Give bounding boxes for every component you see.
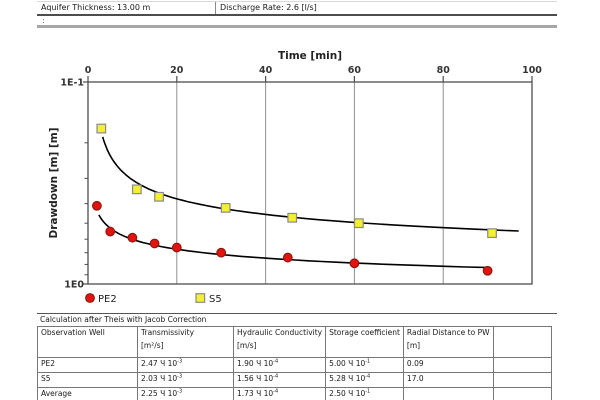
- x-tick-label: 60: [348, 65, 362, 76]
- column-header: Storage coefficient: [325, 326, 404, 358]
- data-point-PE2[interactable]: [171, 242, 182, 253]
- x-tick-label: 100: [522, 65, 542, 76]
- data-point-S5[interactable]: [131, 184, 142, 195]
- data-point-S5[interactable]: [154, 191, 164, 202]
- data-point-S5[interactable]: [353, 218, 364, 229]
- x-tick-label: 0: [85, 65, 92, 76]
- table-cell: 1.73 Ч 10-4: [232, 387, 327, 400]
- legend-label-s5: S5: [209, 294, 222, 305]
- header-second-row: :: [42, 16, 45, 25]
- table-cell: 17.0: [402, 372, 494, 388]
- table-row-pe2: PE2 2.47 Ч 10-3 1.90 Ч 10-4 5.00 Ч 10-1 0.09: [37, 357, 552, 373]
- table-cell: 0.09: [402, 357, 494, 373]
- data-point-S5[interactable]: [487, 228, 497, 239]
- column-header: Observation Well: [37, 326, 138, 358]
- plot-border: [87, 81, 533, 285]
- data-point-PE2[interactable]: [282, 252, 293, 263]
- x-tick-label: 20: [170, 65, 184, 76]
- y-tick-label-bottom: 1E0: [64, 280, 84, 291]
- table-cell: [402, 387, 494, 400]
- data-point-PE2[interactable]: [91, 200, 102, 211]
- header-cell-divider: [215, 2, 216, 14]
- data-point-PE2[interactable]: [105, 226, 116, 237]
- analysis-title: Calculation after Theis with Jacob Corre…: [40, 315, 207, 324]
- data-point-PE2[interactable]: [149, 238, 160, 249]
- table-cell: 2.47 Ч 10-3: [137, 357, 234, 373]
- table-cell: 1.56 Ч 10-4: [232, 372, 327, 388]
- y-axis-title: Drawdown [m] [m]: [48, 128, 60, 239]
- legend-marker-pe2[interactable]: [85, 293, 95, 303]
- table-cell: [492, 357, 552, 373]
- table-cell: 2.25 Ч 10-3: [137, 387, 234, 400]
- data-point-PE2[interactable]: [349, 258, 360, 269]
- table-cell: [492, 372, 552, 388]
- y-tick-label-top: 1E-1: [60, 78, 84, 89]
- header-rule-dark: [37, 14, 557, 16]
- table-cell: S5: [37, 372, 138, 388]
- x-axis-title: Time [min]: [278, 50, 342, 62]
- table-cell: [492, 387, 552, 400]
- analysis-top-rule: [37, 313, 557, 314]
- column-header: Transmissivity [m²/s]: [137, 326, 234, 358]
- table-cell: PE2: [37, 357, 138, 373]
- fit-curve-S5: [101, 136, 519, 232]
- table-cell: 2.50 Ч 10-1: [325, 387, 404, 400]
- legend-marker-s5[interactable]: [195, 293, 206, 303]
- data-point-PE2[interactable]: [127, 232, 138, 243]
- data-point-S5[interactable]: [287, 212, 298, 223]
- data-point-S5[interactable]: [96, 123, 107, 134]
- table-cell: Average: [37, 387, 138, 400]
- legend-label-pe2: PE2: [98, 294, 117, 305]
- table-cell: 2.03 Ч 10-3: [137, 372, 234, 388]
- aquifer-thickness-field[interactable]: Aquifer Thickness: 13.00 m: [41, 3, 151, 12]
- column-header: [492, 326, 552, 358]
- column-header: Hydraulic Conductivity [m/s]: [232, 326, 327, 358]
- data-point-PE2[interactable]: [482, 265, 493, 276]
- column-header: Radial Distance to PW [m]: [402, 326, 494, 358]
- table-cell: 5.28 Ч 10-4: [325, 372, 404, 388]
- discharge-rate-field[interactable]: Discharge Rate: 2.6 [l/s]: [220, 3, 317, 12]
- x-tick-label: 40: [259, 65, 273, 76]
- x-tick-label: 80: [437, 65, 451, 76]
- table-header-row: Observation Well Transmissivity [m²/s] Hydr…: [37, 326, 552, 358]
- results-table: Observation Well Transmissivity [m²/s] Hydr…: [37, 326, 552, 400]
- table-cell: 1.90 Ч 10-4: [232, 357, 327, 373]
- data-point-S5[interactable]: [220, 202, 231, 213]
- data-point-PE2[interactable]: [216, 247, 227, 258]
- table-cell: 5.00 Ч 10-1: [325, 357, 404, 373]
- header-top-rule: [37, 1, 557, 2]
- drawdown-time-chart[interactable]: 0 20 40 60 80 100 Time [min] 1E-1 1E0 Drawdown [m…: [0, 40, 600, 310]
- header-rule-light: [37, 25, 557, 28]
- table-row-s5: S5 2.03 Ч 10-3 1.56 Ч 10-4 5.28 Ч 10-4 17.0: [37, 372, 552, 388]
- table-row-average: Average 2.25 Ч 10-3 1.73 Ч 10-4 2.50 Ч 10-1: [37, 387, 552, 400]
